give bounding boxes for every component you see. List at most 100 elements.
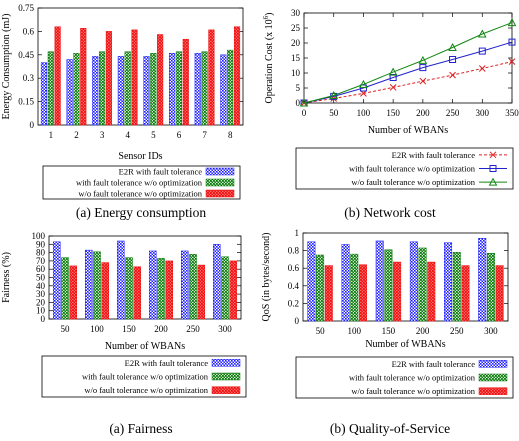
data-point [478, 47, 486, 55]
y-tick-label: 0 [296, 98, 301, 108]
data-point [477, 29, 487, 38]
legend-box [295, 147, 514, 190]
y-axis-label-superscript: 6 [262, 15, 270, 19]
plot-frame [37, 7, 244, 126]
legend-swatch [205, 178, 235, 187]
x-tick-label: 0 [302, 108, 307, 118]
x-tick-label: 250 [450, 326, 464, 336]
x-tick-label: 6 [177, 130, 182, 140]
bar [180, 250, 189, 320]
bar [92, 56, 99, 126]
legend: E2R with fault tolerance with fault toler… [295, 147, 514, 190]
x-axis-label: Number of WBANs [368, 125, 448, 136]
data-point [418, 55, 428, 64]
bar [393, 261, 402, 322]
y-axis-label: Energy Consumption (mJ) [1, 14, 12, 120]
bar [221, 256, 229, 320]
bar [341, 244, 350, 322]
bar [495, 265, 504, 322]
bar [316, 254, 325, 322]
y-tick-label: 10 [291, 68, 301, 78]
bar [350, 253, 359, 322]
data-point [489, 151, 497, 159]
y-tick-label: 70 [36, 256, 46, 266]
legend-label: E2R with fault tolerance [392, 359, 476, 369]
legend-swatch [211, 386, 241, 394]
y-tick-label: 0.15 [18, 97, 34, 107]
y-tick-label: 20 [36, 297, 46, 307]
bar [61, 257, 69, 320]
x-tick-label: 250 [446, 108, 460, 118]
data-point [359, 84, 367, 92]
y-tick-label: 20 [291, 38, 301, 48]
bar [133, 266, 142, 320]
bar [486, 252, 495, 322]
x-axis-label: Number of WBANs [105, 341, 185, 352]
x-tick-label: 1 [49, 130, 54, 140]
bar [212, 244, 221, 320]
y-tick-label: 80 [36, 248, 46, 258]
bar [182, 38, 189, 126]
legend-label: E2R with fault tolerance [392, 150, 476, 160]
legend-swatch [211, 372, 241, 381]
bar [220, 54, 227, 126]
bar [66, 59, 73, 126]
legend-swatch [478, 360, 508, 368]
bar [189, 254, 197, 320]
bar [150, 52, 157, 126]
y-tick-label: 0.6 [288, 263, 300, 273]
x-tick-label: 4 [125, 130, 130, 140]
x-tick-label: 150 [386, 108, 400, 118]
y-tick-label: 0 [41, 314, 46, 324]
y-tick-label: 30 [36, 289, 46, 299]
x-tick-label: 300 [484, 326, 498, 336]
x-tick-label: 200 [416, 326, 430, 336]
x-tick-label: 300 [218, 324, 232, 334]
legend-label: with fault tolerance w/o optimization [349, 164, 476, 174]
legend-swatch [205, 189, 235, 198]
bar [52, 241, 61, 320]
y-tick-label: 15 [291, 53, 301, 63]
legend-label: with fault tolerance w/o optimization [76, 178, 203, 188]
bar [101, 262, 110, 320]
legend: E2R with fault tolerance with fault toler… [295, 356, 514, 399]
y-tick-label: 0.75 [18, 3, 34, 13]
bar [307, 241, 316, 322]
legend-label: with fault tolerance w/o optimization [82, 372, 209, 382]
bar [384, 249, 393, 322]
caption-network-cost: (b) Network cost [344, 205, 436, 220]
energy-consumption-chart: 0 0.15 0.3 0.45 0.6 0.75 1 2 3 4 5 6 7 8 Sensor IDs Ene… [1, 3, 244, 200]
data-point [388, 67, 398, 76]
caption-qos: (b) Quality-of-Service [330, 421, 450, 436]
data-point [389, 74, 397, 81]
y-tick-label: 5 [296, 83, 301, 93]
bar [452, 252, 461, 322]
bar [461, 265, 470, 322]
y-tick-label: 0.45 [18, 50, 34, 60]
x-tick-label: 7 [202, 130, 207, 140]
bar [165, 260, 174, 320]
data-point [508, 38, 516, 46]
x-tick-label: 350 [505, 108, 519, 118]
bar [105, 31, 112, 126]
data-point [359, 79, 368, 88]
bar [131, 29, 138, 126]
bar [324, 265, 333, 322]
legend-label: w/o fault tolerance w/o optimization [351, 386, 475, 396]
x-tick-label: 8 [228, 130, 233, 140]
data-point [478, 65, 486, 72]
legend-label: w/o fault tolerance w/o optimization [351, 177, 475, 187]
x-tick-label: 250 [186, 324, 200, 334]
bar [169, 52, 176, 126]
bar [229, 260, 238, 320]
x-tick-label: 150 [382, 326, 396, 336]
data-point [419, 77, 427, 85]
bar [84, 249, 93, 320]
y-tick-label: 90 [36, 239, 46, 249]
y-tick-label: 0.6 [23, 26, 35, 36]
x-tick-label: 50 [316, 326, 326, 336]
